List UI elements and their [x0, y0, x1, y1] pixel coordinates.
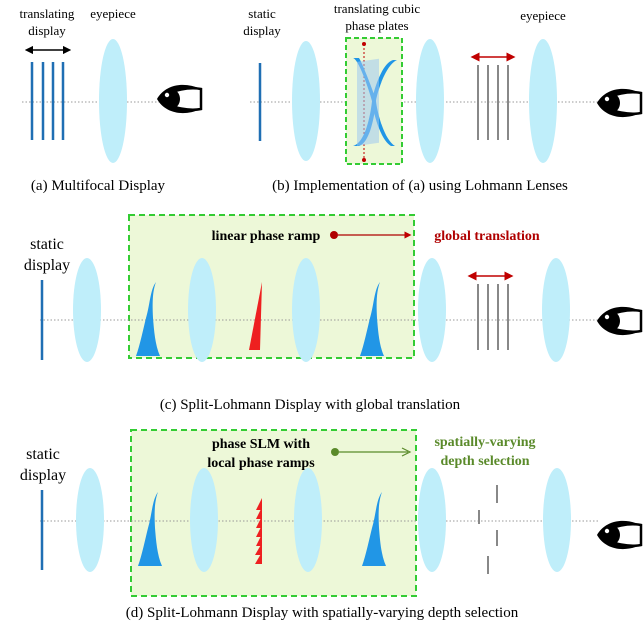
label-display: display [243, 23, 281, 38]
label-translating: translating [20, 6, 75, 21]
label-result-line2: depth selection [440, 454, 529, 469]
eye-icon [595, 305, 643, 337]
eyepiece-lens [542, 258, 570, 362]
label-plates-line1: translating cubic [334, 1, 421, 16]
cubic-plate-1 [138, 492, 162, 566]
lens [76, 468, 104, 572]
virtual-image-planes [477, 65, 509, 140]
eye-icon [595, 87, 643, 119]
label-slm-line2: local phase ramps [207, 456, 315, 471]
lens [418, 258, 446, 362]
cubic-plate-2 [360, 282, 384, 356]
cubic-plate-2 [362, 492, 386, 566]
lens [190, 468, 218, 572]
label-result-line1: spatially-varying [434, 435, 535, 450]
lens [73, 258, 101, 362]
lens [188, 258, 216, 362]
label-display: display [24, 257, 70, 274]
panel-d: static display phase SLM with local phas… [20, 429, 643, 621]
split-lohmann-box [130, 429, 417, 597]
cubic-plate-1 [136, 282, 160, 356]
lens [418, 468, 446, 572]
panel-b: static display translating cubic phase p… [243, 1, 643, 194]
label-eyepiece: eyepiece [90, 6, 136, 21]
eye-icon [155, 83, 203, 115]
label-plates-line2: phase plates [345, 18, 408, 33]
virtual-image-planes [477, 284, 509, 350]
caption-c: (c) Split-Lohmann Display with global tr… [160, 397, 461, 413]
label-global-translation: global translation [434, 229, 540, 244]
caption-d: (d) Split-Lohmann Display with spatially… [126, 605, 519, 621]
lens [416, 39, 444, 163]
local-phase-ramps [255, 498, 262, 564]
label-display: display [20, 467, 66, 484]
spatially-varying-image-segments [478, 485, 498, 574]
display-planes [30, 62, 65, 140]
eyepiece-lens [529, 39, 557, 163]
lens [292, 258, 320, 362]
lens [292, 41, 320, 161]
eyepiece-lens [543, 468, 571, 572]
cubic-phase-plates [353, 58, 397, 146]
panel-c: static display linear phase ramp global … [24, 214, 643, 413]
label-eyepiece: eyepiece [520, 8, 566, 23]
eye-icon [595, 519, 643, 551]
label-slm-line1: phase SLM with [212, 437, 310, 452]
panel-a: translating display eyepiece (a) Multifo… [20, 6, 203, 194]
linear-phase-ramp [249, 282, 262, 350]
label-display: display [28, 23, 66, 38]
label-ramp: linear phase ramp [212, 229, 321, 244]
label-static: static [26, 446, 60, 463]
caption-b: (b) Implementation of (a) using Lohmann … [272, 178, 568, 194]
lens [294, 468, 322, 572]
label-static: static [248, 6, 276, 21]
caption-a: (a) Multifocal Display [31, 178, 166, 194]
label-static: static [30, 236, 64, 253]
eyepiece-lens [99, 39, 127, 163]
